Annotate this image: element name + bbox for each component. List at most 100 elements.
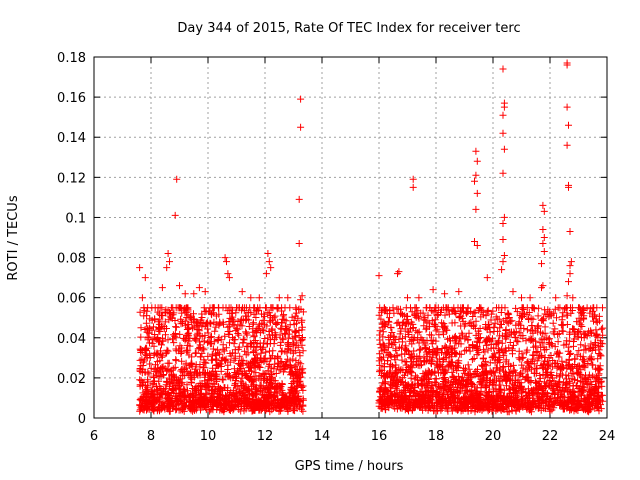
- data-point: [290, 339, 298, 347]
- data-point: [201, 331, 209, 339]
- data-point: [519, 353, 527, 361]
- data-point: [159, 363, 167, 371]
- data-point: [184, 330, 192, 338]
- x-tick-label: 18: [428, 429, 445, 444]
- data-point: [509, 368, 517, 375]
- data-point: [457, 312, 465, 320]
- data-point: [231, 336, 239, 344]
- data-point: [223, 258, 230, 266]
- data-point: [219, 341, 227, 349]
- data-point: [548, 372, 556, 379]
- data-point: [473, 157, 481, 165]
- data-point: [538, 284, 545, 292]
- data-point: [261, 392, 269, 400]
- data-point: [465, 319, 473, 327]
- data-point: [524, 359, 532, 367]
- data-point: [267, 397, 275, 405]
- data-point: [231, 354, 239, 362]
- data-point: [297, 95, 305, 103]
- data-point: [267, 354, 275, 362]
- data-point: [188, 318, 196, 326]
- data-point: [581, 364, 589, 372]
- data-point: [257, 372, 265, 380]
- data-point: [253, 342, 261, 350]
- data-point: [505, 398, 513, 406]
- data-point: [264, 334, 272, 342]
- data-point: [242, 393, 250, 401]
- data-point: [500, 103, 508, 111]
- data-point: [427, 404, 435, 412]
- data-point: [393, 386, 401, 394]
- data-point: [153, 336, 161, 344]
- data-point: [255, 294, 263, 302]
- data-point: [271, 393, 279, 401]
- data-point: [225, 397, 233, 405]
- data-point: [566, 228, 574, 235]
- data-point: [144, 336, 152, 344]
- data-point: [163, 325, 170, 332]
- data-point: [388, 391, 396, 399]
- data-point: [276, 341, 284, 349]
- data-point: [164, 336, 172, 344]
- data-point: [254, 325, 262, 333]
- data-point: [229, 374, 237, 382]
- data-point: [250, 332, 258, 340]
- data-point: [169, 331, 177, 339]
- data-point: [409, 406, 416, 414]
- data-point: [137, 362, 145, 370]
- data-point: [242, 351, 250, 359]
- data-point: [283, 360, 291, 368]
- data-point: [557, 321, 565, 329]
- y-tick-label: 0.14: [57, 131, 86, 146]
- data-point: [424, 399, 432, 407]
- data-point: [469, 313, 477, 320]
- data-point: [375, 272, 383, 280]
- data-point: [178, 371, 186, 379]
- data-point: [539, 361, 547, 368]
- data-point: [486, 379, 494, 387]
- data-point: [243, 331, 251, 339]
- grid-lines: [94, 57, 607, 418]
- data-point: [455, 359, 463, 367]
- data-point: [381, 321, 389, 329]
- data-point: [521, 310, 528, 318]
- data-point: [136, 376, 144, 384]
- data-point: [508, 380, 516, 388]
- data-point: [470, 355, 478, 362]
- data-point: [181, 365, 189, 373]
- data-point: [445, 351, 453, 359]
- data-point: [540, 248, 548, 255]
- data-point: [496, 347, 504, 355]
- data-point: [156, 393, 164, 401]
- data-point: [200, 364, 208, 372]
- data-point: [267, 380, 275, 388]
- data-point: [507, 376, 515, 384]
- data-point: [508, 345, 516, 353]
- data-point: [554, 338, 562, 346]
- data-point: [438, 396, 446, 403]
- data-point: [138, 355, 146, 363]
- data-point: [265, 391, 273, 398]
- data-point: [595, 407, 603, 415]
- y-tick-label: 0.08: [57, 252, 86, 267]
- data-point: [242, 312, 250, 320]
- data-point: [258, 345, 266, 353]
- data-point: [190, 323, 198, 331]
- data-point: [275, 294, 283, 302]
- data-point: [540, 343, 548, 351]
- data-point: [484, 346, 492, 354]
- data-point: [169, 365, 177, 373]
- data-point: [563, 292, 571, 300]
- data-point: [524, 315, 532, 323]
- data-point: [500, 352, 508, 360]
- data-point: [237, 317, 245, 325]
- data-point: [417, 309, 425, 317]
- data-point: [490, 367, 498, 375]
- data-point: [268, 326, 276, 334]
- data-point: [196, 361, 204, 368]
- data-point: [388, 398, 395, 406]
- data-point: [499, 220, 507, 227]
- data-point: [136, 308, 144, 316]
- data-point: [376, 388, 384, 395]
- data-point: [178, 357, 186, 365]
